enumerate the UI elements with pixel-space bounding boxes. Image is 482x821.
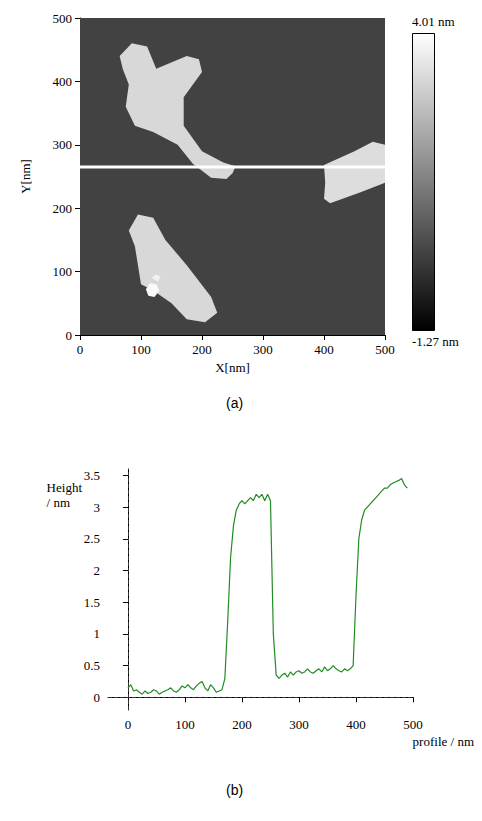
svg-text:0: 0	[94, 690, 101, 705]
svg-text:2.5: 2.5	[84, 531, 100, 546]
svg-text:500: 500	[375, 342, 395, 357]
svg-text:2: 2	[94, 563, 101, 578]
svg-text:profile / nm: profile / nm	[413, 734, 474, 749]
svg-text:0: 0	[125, 717, 132, 732]
svg-text:200: 200	[192, 342, 212, 357]
svg-text:X[nm]: X[nm]	[215, 360, 250, 375]
svg-text:100: 100	[53, 264, 73, 279]
svg-text:300: 300	[53, 137, 73, 152]
svg-text:500: 500	[53, 11, 73, 26]
svg-text:(b): (b)	[226, 782, 243, 798]
svg-text:1: 1	[94, 626, 101, 641]
svg-text:100: 100	[131, 342, 151, 357]
svg-text:400: 400	[53, 74, 73, 89]
svg-text:3.5: 3.5	[84, 468, 100, 483]
svg-text:200: 200	[53, 201, 73, 216]
svg-text:200: 200	[232, 717, 252, 732]
svg-text:Height: Height	[47, 480, 83, 495]
svg-text:400: 400	[314, 342, 334, 357]
svg-text:(a): (a)	[226, 395, 243, 411]
svg-text:1.5: 1.5	[84, 595, 100, 610]
svg-text:0.5: 0.5	[84, 658, 100, 673]
svg-text:500: 500	[403, 717, 423, 732]
svg-text:3: 3	[94, 500, 101, 515]
svg-text:0: 0	[66, 328, 73, 343]
svg-text:/ nm: / nm	[47, 495, 70, 510]
svg-text:4.01 nm: 4.01 nm	[412, 14, 455, 29]
svg-text:0: 0	[77, 342, 84, 357]
svg-text:-1.27 nm: -1.27 nm	[412, 334, 459, 349]
svg-text:300: 300	[253, 342, 273, 357]
svg-text:400: 400	[346, 717, 366, 732]
svg-text:100: 100	[175, 717, 195, 732]
svg-text:Y[nm]: Y[nm]	[18, 159, 33, 194]
svg-text:300: 300	[289, 717, 309, 732]
